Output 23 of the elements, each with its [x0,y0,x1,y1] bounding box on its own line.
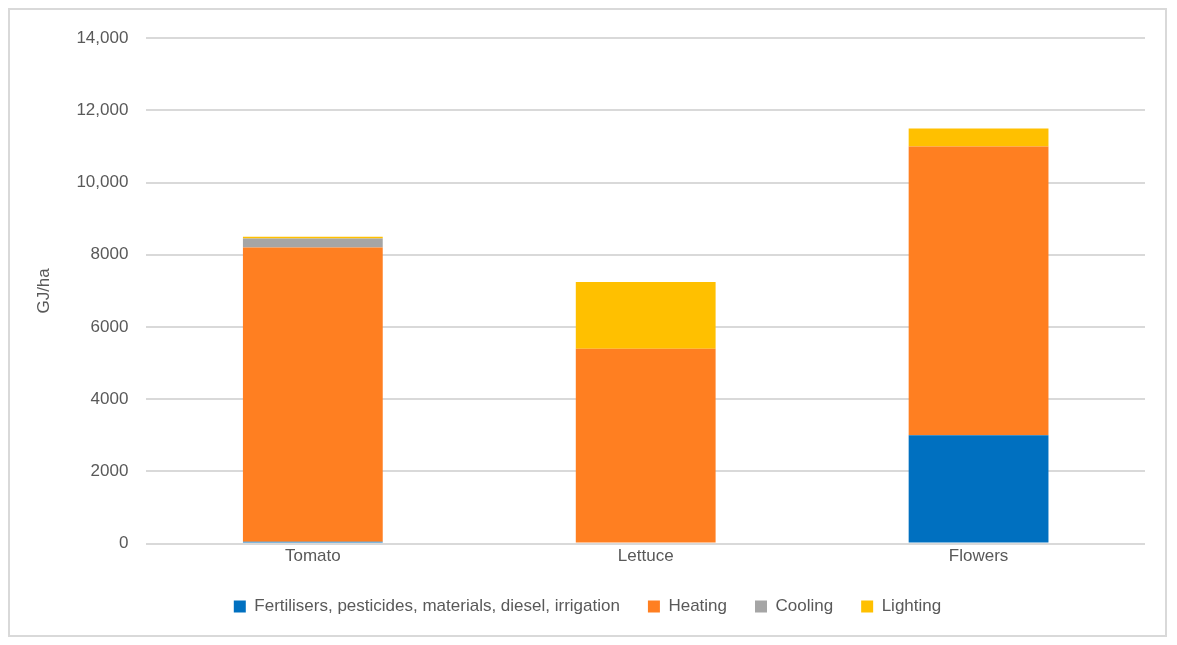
legend-label: Lighting [881,596,942,616]
y-tick-label: 8000 [90,244,129,264]
bar [908,128,1049,147]
bar [908,435,1049,543]
y-tick-label: 0 [118,533,129,553]
x-tick-label: Lettuce [617,546,674,566]
y-tick-label: 2000 [90,461,129,481]
bar [242,238,383,248]
bar [575,281,716,349]
y-axis-title: GJ/ha [33,267,53,314]
legend-label: Cooling [775,596,834,616]
y-tick-label: 10,000 [76,172,129,192]
x-tick-label: Tomato [284,546,341,566]
legend-label: Heating [668,596,728,616]
x-tick-label: Flowers [948,546,1009,566]
bar [242,247,383,542]
y-tick-label: 14,000 [76,27,129,47]
y-tick-label: 4000 [90,388,129,408]
y-tick-label: 12,000 [76,100,129,120]
bar [575,348,716,543]
legend-label: Fertilisers, pesticides, materials, diesel, irrigation [254,596,620,616]
y-tick-label: 6000 [90,316,129,336]
bar [908,146,1049,436]
